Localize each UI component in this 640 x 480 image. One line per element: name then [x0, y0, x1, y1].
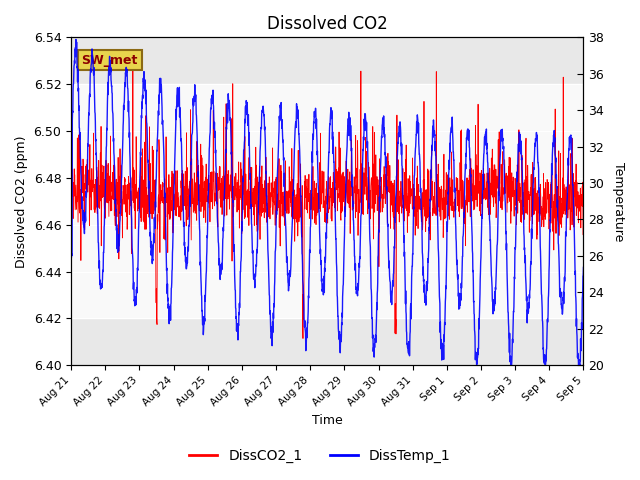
- DissCO2_1: [129, 62, 137, 68]
- X-axis label: Time: Time: [312, 414, 342, 427]
- Title: Dissolved CO2: Dissolved CO2: [267, 15, 388, 33]
- DissTemp_1: [211, 126, 218, 132]
- DissCO2_1: [67, 186, 75, 192]
- DissCO2_1: [476, 176, 484, 181]
- Line: DissCO2_1: DissCO2_1: [71, 65, 584, 338]
- Line: DissTemp_1: DissTemp_1: [71, 39, 584, 376]
- DissTemp_1: [72, 36, 80, 42]
- DissTemp_1: [575, 373, 582, 379]
- DissTemp_1: [67, 250, 75, 255]
- DissTemp_1: [534, 163, 542, 168]
- DissTemp_1: [353, 290, 361, 296]
- Bar: [71, 84, 584, 318]
- DissCO2_1: [535, 204, 543, 210]
- Y-axis label: Temperature: Temperature: [612, 162, 625, 241]
- DissTemp_1: [342, 180, 349, 185]
- DissTemp_1: [548, 146, 556, 152]
- DissCO2_1: [353, 181, 361, 187]
- DissTemp_1: [580, 264, 588, 270]
- Text: SW_met: SW_met: [81, 54, 138, 67]
- DissCO2_1: [580, 212, 588, 218]
- DissCO2_1: [299, 336, 307, 341]
- Y-axis label: Dissolved CO2 (ppm): Dissolved CO2 (ppm): [15, 135, 28, 267]
- DissCO2_1: [342, 158, 350, 164]
- DissTemp_1: [476, 291, 484, 297]
- DissCO2_1: [549, 228, 557, 234]
- Legend: DissCO2_1, DissTemp_1: DissCO2_1, DissTemp_1: [184, 443, 456, 468]
- DissCO2_1: [211, 198, 218, 204]
